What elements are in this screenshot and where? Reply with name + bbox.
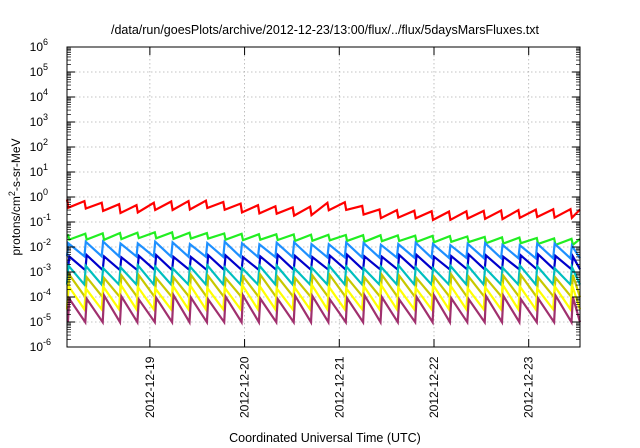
series-line-1 xyxy=(65,199,581,222)
y-tick-label: 100 xyxy=(30,187,48,204)
y-axis-label: protons/cm2-s-sr-MeV xyxy=(7,138,23,255)
y-tick-label: 10-6 xyxy=(30,337,51,354)
y-tick-label: 102 xyxy=(30,137,48,154)
x-tick-label: 2012-12-22 xyxy=(427,356,441,418)
y-axis: 10-6 10-5 10-4 10-3 10-2 10-1 100 101 102 103 104 1… xyxy=(30,37,580,354)
x-axis: 2012-12-19 2012-12-20 2012-12-21 2012-12-22… xyxy=(143,47,536,418)
x-axis-label: Coordinated Universal Time (UTC) xyxy=(229,431,421,445)
y-tick-label: 10-3 xyxy=(30,262,51,279)
y-tick-label: 105 xyxy=(30,62,48,79)
x-tick-label: 2012-12-19 xyxy=(143,356,157,418)
y-tick-label: 106 xyxy=(30,37,48,54)
series-line-8 xyxy=(66,291,582,326)
y-tick-label: 10-1 xyxy=(30,212,51,229)
x-tick-label: 2012-12-21 xyxy=(332,356,346,418)
series-line-3 xyxy=(65,239,581,261)
chart-title: /data/run/goesPlots/archive/2012-12-23/1… xyxy=(111,23,540,37)
series-group xyxy=(65,199,582,326)
series-line-5 xyxy=(65,262,582,288)
y-tick-label: 101 xyxy=(30,162,48,179)
series-line-2 xyxy=(66,230,581,247)
y-tick-label: 104 xyxy=(30,87,48,104)
x-tick-label: 2012-12-23 xyxy=(522,356,536,418)
x-tick-label: 2012-12-20 xyxy=(238,356,252,418)
y-tick-label: 103 xyxy=(30,112,48,129)
grid xyxy=(67,47,580,347)
y-tick-label: 10-5 xyxy=(30,312,51,329)
y-tick-label: 10-4 xyxy=(30,287,51,304)
series-line-7 xyxy=(65,280,582,313)
y-tick-label: 10-2 xyxy=(30,237,51,254)
